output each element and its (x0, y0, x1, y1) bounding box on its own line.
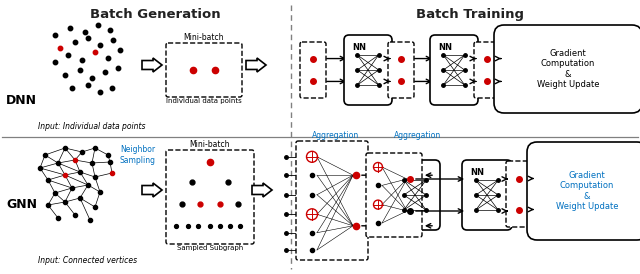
FancyBboxPatch shape (430, 35, 478, 105)
FancyBboxPatch shape (527, 142, 640, 240)
FancyBboxPatch shape (388, 42, 414, 98)
Text: Individual data points: Individual data points (166, 98, 242, 104)
Text: NN: NN (398, 168, 412, 177)
Polygon shape (252, 183, 272, 197)
FancyBboxPatch shape (296, 141, 368, 260)
Text: NN: NN (352, 43, 366, 52)
Text: Mini-batch: Mini-batch (184, 33, 224, 42)
FancyBboxPatch shape (166, 43, 242, 97)
FancyBboxPatch shape (344, 35, 392, 105)
Polygon shape (142, 58, 162, 72)
Text: DNN: DNN (6, 93, 37, 107)
Text: NN: NN (470, 168, 484, 177)
Text: Neighbor
Sampling: Neighbor Sampling (120, 145, 156, 165)
Text: Aggregation: Aggregation (312, 131, 360, 140)
FancyBboxPatch shape (474, 42, 500, 98)
Text: Gradient
Computation
&
Weight Update: Gradient Computation & Weight Update (537, 49, 599, 89)
Text: Batch Generation: Batch Generation (90, 8, 220, 21)
FancyBboxPatch shape (506, 161, 532, 227)
Text: Input: Individual data points: Input: Individual data points (38, 122, 145, 131)
Text: Input: Connected vertices: Input: Connected vertices (38, 256, 137, 265)
FancyBboxPatch shape (166, 150, 254, 244)
Text: Aggregation: Aggregation (394, 131, 442, 140)
Polygon shape (142, 183, 162, 197)
FancyBboxPatch shape (366, 153, 422, 237)
FancyBboxPatch shape (300, 42, 326, 98)
FancyBboxPatch shape (494, 25, 640, 113)
Text: GNN: GNN (6, 198, 37, 212)
Text: Mini-batch: Mini-batch (189, 140, 230, 149)
Text: Sampled Subgraph: Sampled Subgraph (177, 245, 243, 251)
Text: NN: NN (438, 43, 452, 52)
Text: Batch Training: Batch Training (416, 8, 524, 21)
Text: Gradient
Computation
&
Weight Update: Gradient Computation & Weight Update (556, 171, 618, 211)
FancyBboxPatch shape (462, 160, 512, 230)
FancyBboxPatch shape (390, 160, 440, 230)
Polygon shape (246, 58, 266, 72)
